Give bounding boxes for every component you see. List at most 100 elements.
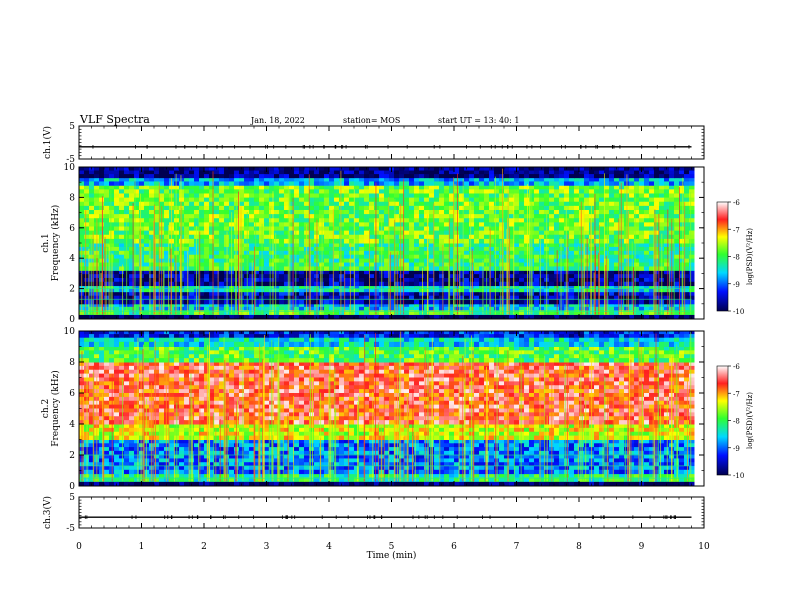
ch1-spectrogram-cell xyxy=(129,277,135,283)
ch1-spectrogram-cell xyxy=(114,285,120,290)
ch1-spectrogram-cell xyxy=(449,230,455,236)
ch1-spectrogram-cell xyxy=(659,174,665,179)
ch1-spectrogram-cell xyxy=(114,270,120,275)
ch1-spectrogram-cell xyxy=(184,285,190,290)
ch1-spectrogram-cell xyxy=(79,205,85,211)
ch1-spectrogram-cell xyxy=(309,281,315,287)
ch1-spectrogram-cell xyxy=(209,238,215,244)
ch1-spectrogram-cell xyxy=(389,177,395,182)
ch1-spectrogram-cell xyxy=(574,299,580,305)
ch1-spectrogram-cell xyxy=(254,230,260,236)
ch1-spectrogram-cell xyxy=(649,266,655,271)
ch1-spectrogram-cell xyxy=(609,288,615,293)
ch1-spectrogram-cell xyxy=(519,295,525,301)
ch1-spectrogram-cell xyxy=(594,314,600,319)
ch1-spectrogram-cell xyxy=(424,189,430,194)
ch1-spectrogram-cell xyxy=(119,309,125,315)
ch1-spectrogram-cell xyxy=(394,306,400,311)
ch1-spectrogram-cell xyxy=(604,222,610,227)
ch1-spectrogram-cell xyxy=(189,230,195,236)
ch1-spectrogram-cell xyxy=(349,303,355,308)
ch1-spectrogram-cell xyxy=(89,295,95,301)
ch1-spectrogram-cell xyxy=(119,295,125,301)
ch1-spectrogram-cell xyxy=(664,181,670,186)
ch1-spectrogram-cell xyxy=(299,209,305,215)
ch1-spectrogram-cell xyxy=(164,254,170,260)
ch1-spectrogram-cell xyxy=(444,270,450,275)
ch1-spectrogram-cell xyxy=(199,243,205,248)
ch1-spectrogram-cell xyxy=(559,288,565,293)
ch1-spectrogram-cell xyxy=(644,214,650,219)
ch1-spectrogram-cell xyxy=(654,258,660,264)
ch1-spectrogram-cell xyxy=(654,288,660,293)
ch1-spectrogram-cell xyxy=(234,197,240,203)
ch1-spectrogram-cell xyxy=(474,197,480,203)
ch1-spectrogram-cell xyxy=(359,291,365,297)
ch1-spectrogram-cell xyxy=(459,197,465,203)
ch1-spectrogram-cell xyxy=(239,181,245,186)
ch1-spectrogram-cell xyxy=(244,262,250,267)
ch1-spectrogram-cell xyxy=(299,285,305,290)
ch1-spectrogram-cell xyxy=(674,277,680,283)
ch1-spectrogram-cell xyxy=(534,193,540,199)
ch1-spectrogram-cell xyxy=(344,197,350,203)
ch1-spectrogram-cell xyxy=(539,274,545,279)
ch1-spectrogram-cell xyxy=(129,309,135,315)
ch1-spectrogram-cell xyxy=(614,258,620,264)
ch1-spectrogram-cell xyxy=(274,288,280,293)
ch1-spectrogram-cell xyxy=(164,309,170,315)
ch1-spectrogram-cell xyxy=(394,262,400,267)
ch1-spectrogram-cell xyxy=(599,205,605,211)
ch1-spectrogram-cell xyxy=(494,285,500,290)
ch1-spectrogram-cell xyxy=(439,299,445,305)
ch1-spectrogram-cell xyxy=(189,258,195,264)
ch1-spectrogram-cell xyxy=(554,222,560,227)
ch1-spectrogram-cell xyxy=(479,314,485,319)
ch1-spectrogram-cell xyxy=(149,230,155,236)
ch1-spectrogram-cell xyxy=(219,299,225,305)
ch1-spectrogram-cell xyxy=(384,274,390,279)
ch1-spectrogram-cell xyxy=(629,167,635,172)
ch1-spectrogram-cell xyxy=(394,174,400,179)
ch1-spectrogram-cell xyxy=(399,281,405,287)
ch1-spectrogram-cell xyxy=(449,303,455,308)
ch1-spectrogram-cell xyxy=(524,218,530,223)
ch1-spectrogram-cell xyxy=(469,218,475,223)
ch1-spectrogram-cell xyxy=(174,258,180,264)
ch1-spectrogram-cell xyxy=(104,277,110,283)
ch1-spectrogram-cell xyxy=(134,201,140,207)
ch1-spectrogram-cell xyxy=(324,270,330,275)
ch1-spectrogram-cell xyxy=(114,177,120,182)
ch1-spectrogram-cell xyxy=(474,167,480,172)
ch1-spectrogram-cell xyxy=(104,309,110,315)
ch1-spectrogram-cell xyxy=(649,222,655,227)
ch1-spectrogram-cell xyxy=(444,234,450,240)
ch1-spectrogram-cell xyxy=(519,214,525,219)
ch1-spectrogram-cell xyxy=(549,193,555,199)
ch1-spectrogram-cell xyxy=(569,174,575,179)
ch1-spectrogram-cell xyxy=(684,201,690,207)
ch1-spectrogram-cell xyxy=(389,181,395,186)
ch1-spectrogram-cell xyxy=(489,209,495,215)
ch1-spectrogram-cell xyxy=(454,209,460,215)
ch1-spectrogram-cell xyxy=(299,274,305,279)
ch1-spectrogram-cell xyxy=(429,234,435,240)
ch1-spectrogram-cell xyxy=(654,299,660,305)
ch1-spectrogram-cell xyxy=(324,285,330,290)
ch1-spectrogram-cell xyxy=(319,185,325,190)
ch1-spectrogram-cell xyxy=(409,262,415,267)
ch1-spectrogram-cell xyxy=(654,262,660,267)
ch1-spectrogram-cell xyxy=(689,181,695,186)
ch1-spectrogram-cell xyxy=(549,295,555,301)
ch1-spectrogram-cell xyxy=(289,243,295,248)
ch1-spectrogram-cell xyxy=(504,218,510,223)
ch1-spectrogram-cell xyxy=(464,250,470,256)
ch1-spectrogram-cell xyxy=(199,277,205,283)
ch1-spectrogram-cell xyxy=(249,306,255,311)
ch1-spectrogram-cell xyxy=(459,288,465,293)
ch1-spectrogram-cell xyxy=(219,270,225,275)
ch1-spectrogram-cell xyxy=(409,270,415,275)
ch1-spectrogram-cell xyxy=(154,205,160,211)
ch1-spectrogram-cell xyxy=(79,177,85,182)
ch1-spectrogram-cell xyxy=(659,193,665,199)
